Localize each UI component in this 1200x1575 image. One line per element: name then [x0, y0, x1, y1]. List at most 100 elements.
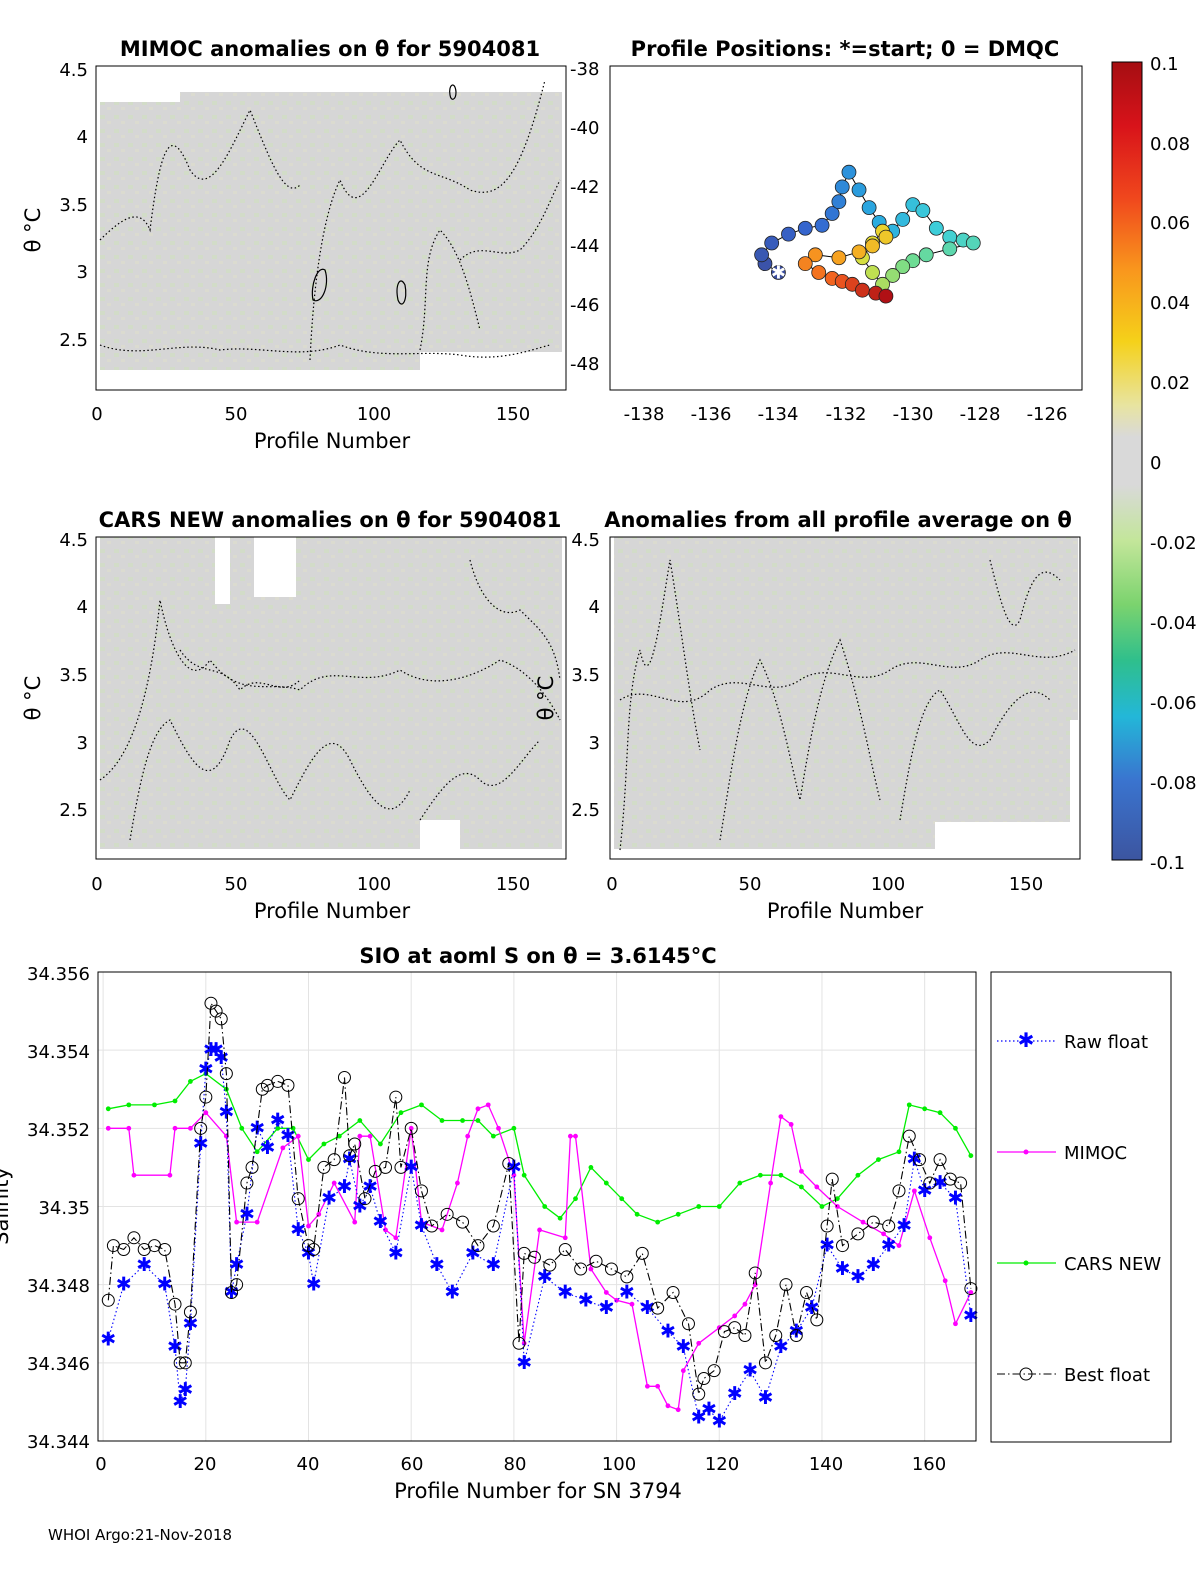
data-point [219, 1067, 233, 1081]
data-point [527, 1250, 541, 1264]
data-point: ✱ [270, 1110, 286, 1132]
track-point [797, 220, 813, 236]
positions-xtick: -128 [960, 404, 1001, 425]
colorbar-tick: 0.08 [1150, 134, 1190, 155]
positions-ytick: -42 [570, 177, 599, 198]
data-point [922, 1106, 928, 1112]
data-point [511, 1125, 517, 1131]
data-point [321, 1141, 327, 1147]
allavg-xticks: 0 50 100 150 [606, 874, 1043, 895]
data-point [788, 1122, 794, 1127]
data-point [485, 1102, 491, 1108]
data-point: ✱ [465, 1242, 481, 1264]
data-point [188, 1079, 193, 1084]
positions-ytick: -38 [570, 59, 599, 80]
mimoc-ytick: 2.5 [59, 330, 88, 351]
salinity-xtick: 100 [602, 1454, 636, 1475]
data-point: ✱ [742, 1360, 758, 1382]
data-point [126, 1125, 132, 1131]
data-point [789, 1328, 803, 1342]
data-point: ✱ [321, 1188, 337, 1210]
cars-ytick: 2.5 [59, 800, 88, 821]
data-point [666, 1285, 680, 1299]
data-point: ✱ [177, 1379, 193, 1401]
positions-xtick: -130 [893, 404, 934, 425]
data-point [439, 1118, 445, 1123]
data-point [475, 1106, 481, 1112]
data-point [964, 1282, 978, 1296]
data-point: ✱ [116, 1274, 132, 1296]
data-point [348, 1137, 362, 1151]
data-point [331, 1180, 337, 1186]
data-point: ✱ [711, 1410, 727, 1432]
data-point [567, 1133, 573, 1139]
cars-panel: CARS NEW anomalies on θ for 5904081 0 50… [21, 508, 567, 923]
mimoc-heatmap [100, 92, 562, 370]
colorbar-tick: 0.02 [1150, 373, 1190, 394]
salinity-xtick: 120 [705, 1454, 739, 1475]
data-point [799, 1168, 804, 1174]
legend-entry-best-float: Best float [997, 1365, 1150, 1386]
allavg-ytick: 4 [589, 597, 600, 618]
data-point [224, 1285, 238, 1299]
cars-xticks: 0 50 100 150 [91, 874, 530, 895]
data-point [475, 1118, 481, 1123]
cars-ylabel: θ °C [21, 676, 45, 721]
salinity-yticks: 34.344 34.346 34.348 34.35 34.352 34.354… [27, 964, 90, 1453]
salinity-ytick: 34.356 [27, 964, 90, 985]
data-point [911, 1188, 917, 1194]
data-point [589, 1254, 603, 1268]
salinity-ytick: 34.348 [27, 1276, 90, 1297]
colorbar-tick: -0.08 [1150, 773, 1197, 794]
data-point: ✱ [598, 1297, 614, 1319]
track-point [841, 164, 857, 180]
data-point [716, 1204, 722, 1209]
track-point [824, 206, 840, 221]
mimoc-ylabel: θ °C [21, 208, 45, 253]
data-point [697, 1371, 711, 1385]
data-point [367, 1133, 373, 1139]
mimoc-xticks: 0 50 100 150 [91, 404, 530, 425]
data-point [105, 1106, 111, 1112]
cars-xtick: 0 [91, 874, 102, 895]
track-layer: ✱ [754, 164, 981, 304]
colorbar-tick: 0.04 [1150, 293, 1190, 314]
allavg-heatmap [614, 537, 1078, 849]
data-point [913, 1153, 927, 1167]
colorbar-tick: -0.02 [1150, 533, 1197, 554]
salinity-panel: SIO at aoml S on θ = 3.6145°C ✱✱✱✱✱✱✱✱✱✱… [0, 944, 1172, 1503]
salinity-ylabel: Salinity [0, 1167, 13, 1245]
allavg-contours [619, 559, 1076, 851]
data-point [336, 1133, 342, 1139]
data-point [876, 1157, 881, 1162]
track-point [851, 182, 867, 198]
legend-entry-raw-float: ✱ Raw float [997, 1028, 1148, 1053]
data-point: ✱ [157, 1274, 173, 1296]
data-point: ✱ [660, 1321, 676, 1343]
track-point [797, 256, 813, 272]
mimoc-axes-frame [95, 65, 567, 391]
data-point: ✱ [259, 1137, 275, 1159]
data-point [327, 1153, 341, 1167]
salinity-ytick: 34.35 [38, 1198, 90, 1219]
salinity-axes-frame [97, 971, 977, 1442]
data-point [758, 1356, 772, 1370]
data-point [173, 1356, 187, 1370]
data-point: ✱ [773, 1336, 789, 1358]
data-point: ✱ [136, 1254, 152, 1276]
data-point [834, 1204, 840, 1209]
allavg-title: Anomalies from all profile average on θ [604, 508, 1072, 532]
allavg-yticks: 2.5 3 3.5 4 4.5 [571, 530, 600, 821]
data-point: ✱ [485, 1254, 501, 1276]
cars-axes-frame [95, 536, 567, 860]
mimoc-ytick: 4.5 [59, 60, 88, 81]
data-point [644, 1383, 650, 1389]
data-point: ✱ [100, 1328, 116, 1350]
salinity-xtick: 40 [297, 1454, 320, 1475]
series-mimoc [105, 1102, 974, 1413]
positions-xtick: -136 [691, 404, 732, 425]
data-point: ✱ [352, 1196, 368, 1218]
data-point [188, 1125, 193, 1131]
data-point [799, 1184, 804, 1190]
data-point: ✱ [306, 1274, 322, 1296]
